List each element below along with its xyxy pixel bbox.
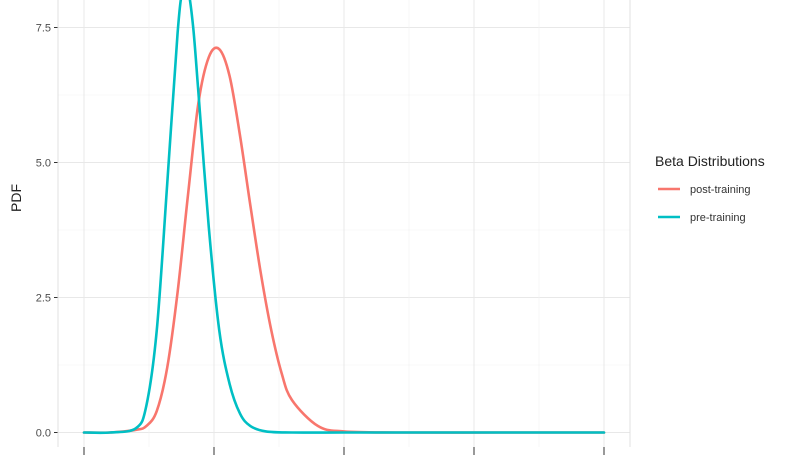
y-tick-label: 5.0: [36, 158, 51, 170]
series-lines: [82, 0, 606, 435]
y-axis: 0.0 2.5 5.0 7.5: [36, 23, 605, 455]
y-tick-label: 2.5: [36, 293, 51, 305]
legend-label: post-training: [690, 184, 751, 196]
y-tick-label: 0.0: [36, 428, 51, 440]
legend: Beta Distributions post-training pre-train…: [655, 153, 765, 224]
y-axis-title: PDF: [8, 184, 24, 212]
y-tick-label: 7.5: [36, 23, 51, 35]
legend-label: pre-training: [690, 212, 746, 224]
series-line-pre-training: [82, 0, 606, 435]
gridlines: [58, 0, 630, 447]
series-line-post-training: [82, 46, 606, 434]
legend-title: Beta Distributions: [655, 153, 765, 169]
